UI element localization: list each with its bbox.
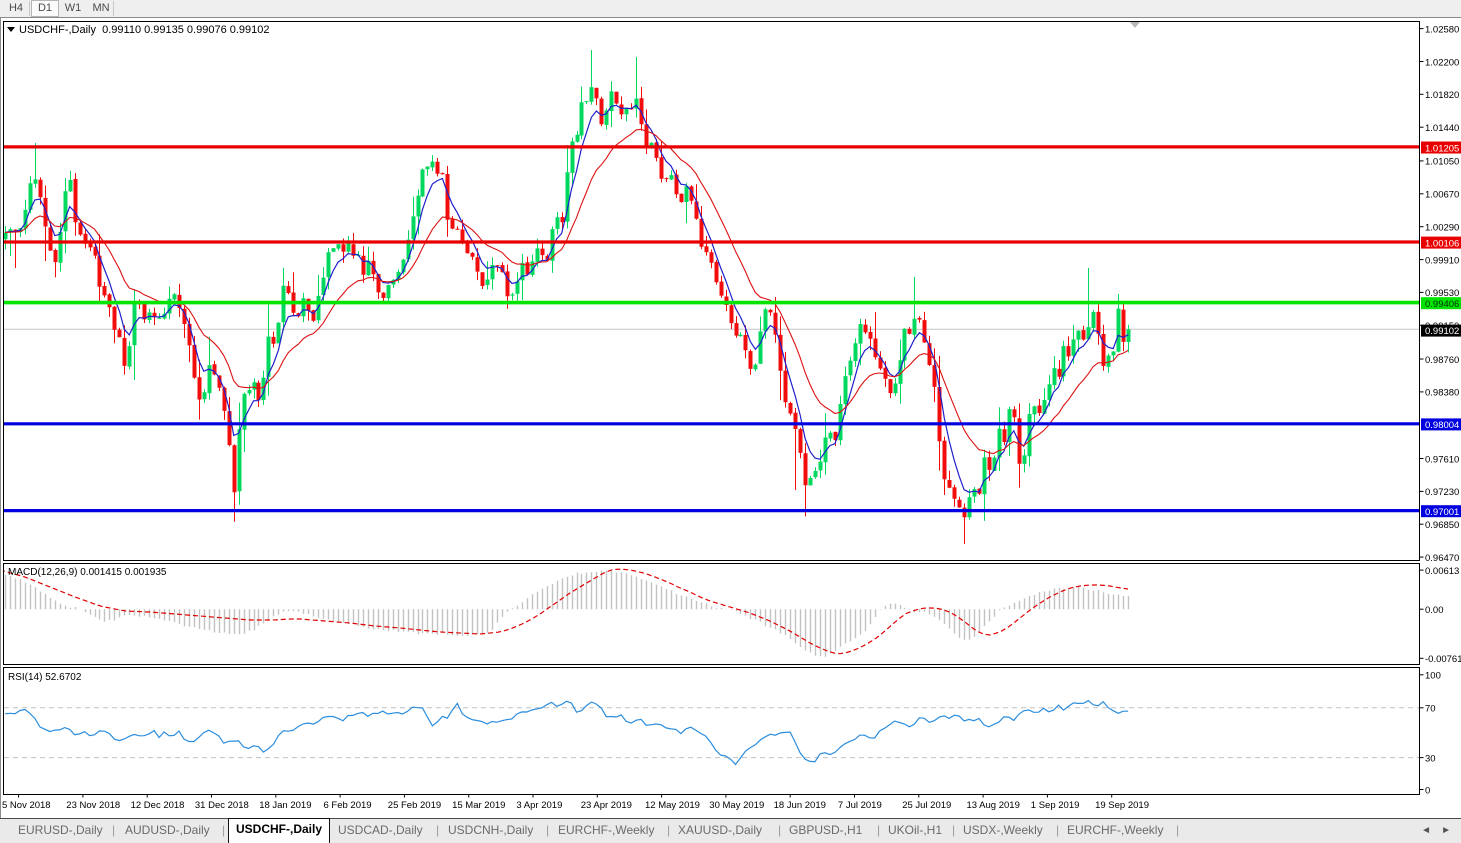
svg-text:23 Nov 2018: 23 Nov 2018 [66,800,120,811]
svg-text:23 Apr 2019: 23 Apr 2019 [581,800,632,811]
svg-text:0.99530: 0.99530 [1425,288,1459,299]
svg-text:1 Sep 2019: 1 Sep 2019 [1031,800,1080,811]
svg-text:MACD(12,26,9) 0.001415 0.00193: MACD(12,26,9) 0.001415 0.001935 [8,567,167,578]
svg-text:-0.0076122: -0.0076122 [1425,654,1461,665]
svg-text:0.00613: 0.00613 [1425,566,1459,577]
svg-text:3 Apr 2019: 3 Apr 2019 [516,800,562,811]
svg-text:18 Jun 2019: 18 Jun 2019 [774,800,826,811]
svg-text:0: 0 [1425,785,1430,796]
svg-text:5 Nov 2018: 5 Nov 2018 [2,800,51,811]
svg-text:1.00290: 1.00290 [1425,223,1459,234]
svg-text:30: 30 [1425,753,1436,764]
svg-text:1.01205: 1.01205 [1425,143,1459,154]
svg-text:1.00670: 1.00670 [1425,190,1459,201]
svg-text:USDCHF-,Daily 0.99110 0.99135: USDCHF-,Daily 0.99110 0.99135 0.99076 0.… [19,24,270,36]
svg-text:25 Jul 2019: 25 Jul 2019 [902,800,951,811]
svg-text:25 Feb 2019: 25 Feb 2019 [388,800,441,811]
svg-text:1.01820: 1.01820 [1425,90,1459,101]
svg-text:0.98380: 0.98380 [1425,388,1459,399]
svg-text:6 Feb 2019: 6 Feb 2019 [324,800,372,811]
svg-text:0.99406: 0.99406 [1425,299,1459,310]
svg-text:12 Dec 2018: 12 Dec 2018 [131,800,185,811]
svg-text:0.98760: 0.98760 [1425,355,1459,366]
svg-text:1.00106: 1.00106 [1425,238,1459,249]
svg-text:1.01050: 1.01050 [1425,157,1459,168]
svg-text:19 Sep 2019: 19 Sep 2019 [1095,800,1149,811]
svg-text:0.96850: 0.96850 [1425,520,1459,531]
svg-text:12 May 2019: 12 May 2019 [645,800,700,811]
svg-text:0.00: 0.00 [1425,605,1444,616]
svg-text:31 Dec 2018: 31 Dec 2018 [195,800,249,811]
svg-text:1.01440: 1.01440 [1425,123,1459,134]
svg-text:0.99910: 0.99910 [1425,255,1459,266]
svg-text:70: 70 [1425,704,1436,715]
svg-text:0.98004: 0.98004 [1425,420,1459,431]
svg-text:13 Aug 2019: 13 Aug 2019 [967,800,1020,811]
svg-text:0.96470: 0.96470 [1425,553,1459,564]
svg-text:RSI(14) 52.6702: RSI(14) 52.6702 [8,672,82,683]
svg-text:0.97230: 0.97230 [1425,487,1459,498]
svg-text:0.97001: 0.97001 [1425,507,1459,518]
svg-text:0.97610: 0.97610 [1425,454,1459,465]
svg-text:18 Jan 2019: 18 Jan 2019 [259,800,311,811]
svg-text:15 Mar 2019: 15 Mar 2019 [452,800,505,811]
svg-text:1.02580: 1.02580 [1425,24,1459,35]
svg-text:30 May 2019: 30 May 2019 [709,800,764,811]
svg-text:1.02200: 1.02200 [1425,57,1459,68]
svg-text:7 Jul 2019: 7 Jul 2019 [838,800,882,811]
svg-text:100: 100 [1425,671,1441,682]
svg-text:0.99102: 0.99102 [1425,326,1459,337]
